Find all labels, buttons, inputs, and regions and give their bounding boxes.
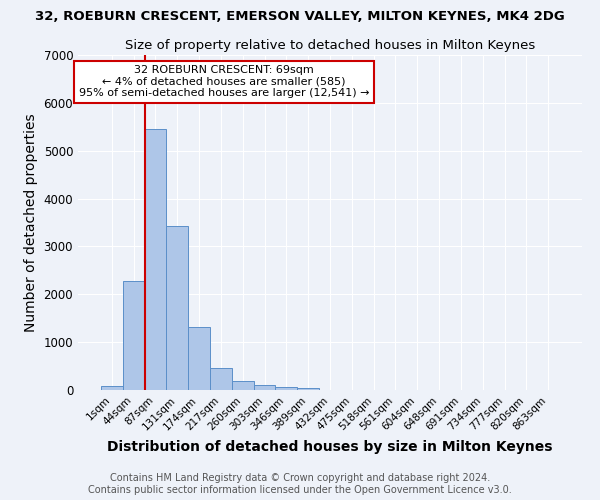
Bar <box>145 129 166 390</box>
Text: 32, ROEBURN CRESCENT, EMERSON VALLEY, MILTON KEYNES, MK4 2DG: 32, ROEBURN CRESCENT, EMERSON VALLEY, MI… <box>35 10 565 23</box>
Bar <box>210 368 232 390</box>
X-axis label: Distribution of detached houses by size in Milton Keynes: Distribution of detached houses by size … <box>107 440 553 454</box>
Bar <box>254 385 275 390</box>
Bar <box>275 387 297 390</box>
Title: Size of property relative to detached houses in Milton Keynes: Size of property relative to detached ho… <box>125 40 535 52</box>
Bar <box>297 388 319 390</box>
Bar <box>232 381 254 390</box>
Y-axis label: Number of detached properties: Number of detached properties <box>24 113 38 332</box>
Bar <box>101 386 123 390</box>
Bar <box>166 226 188 390</box>
Bar <box>123 281 145 390</box>
Bar <box>188 328 210 390</box>
Text: 32 ROEBURN CRESCENT: 69sqm
← 4% of detached houses are smaller (585)
95% of semi: 32 ROEBURN CRESCENT: 69sqm ← 4% of detac… <box>79 65 370 98</box>
Text: Contains HM Land Registry data © Crown copyright and database right 2024.
Contai: Contains HM Land Registry data © Crown c… <box>88 474 512 495</box>
